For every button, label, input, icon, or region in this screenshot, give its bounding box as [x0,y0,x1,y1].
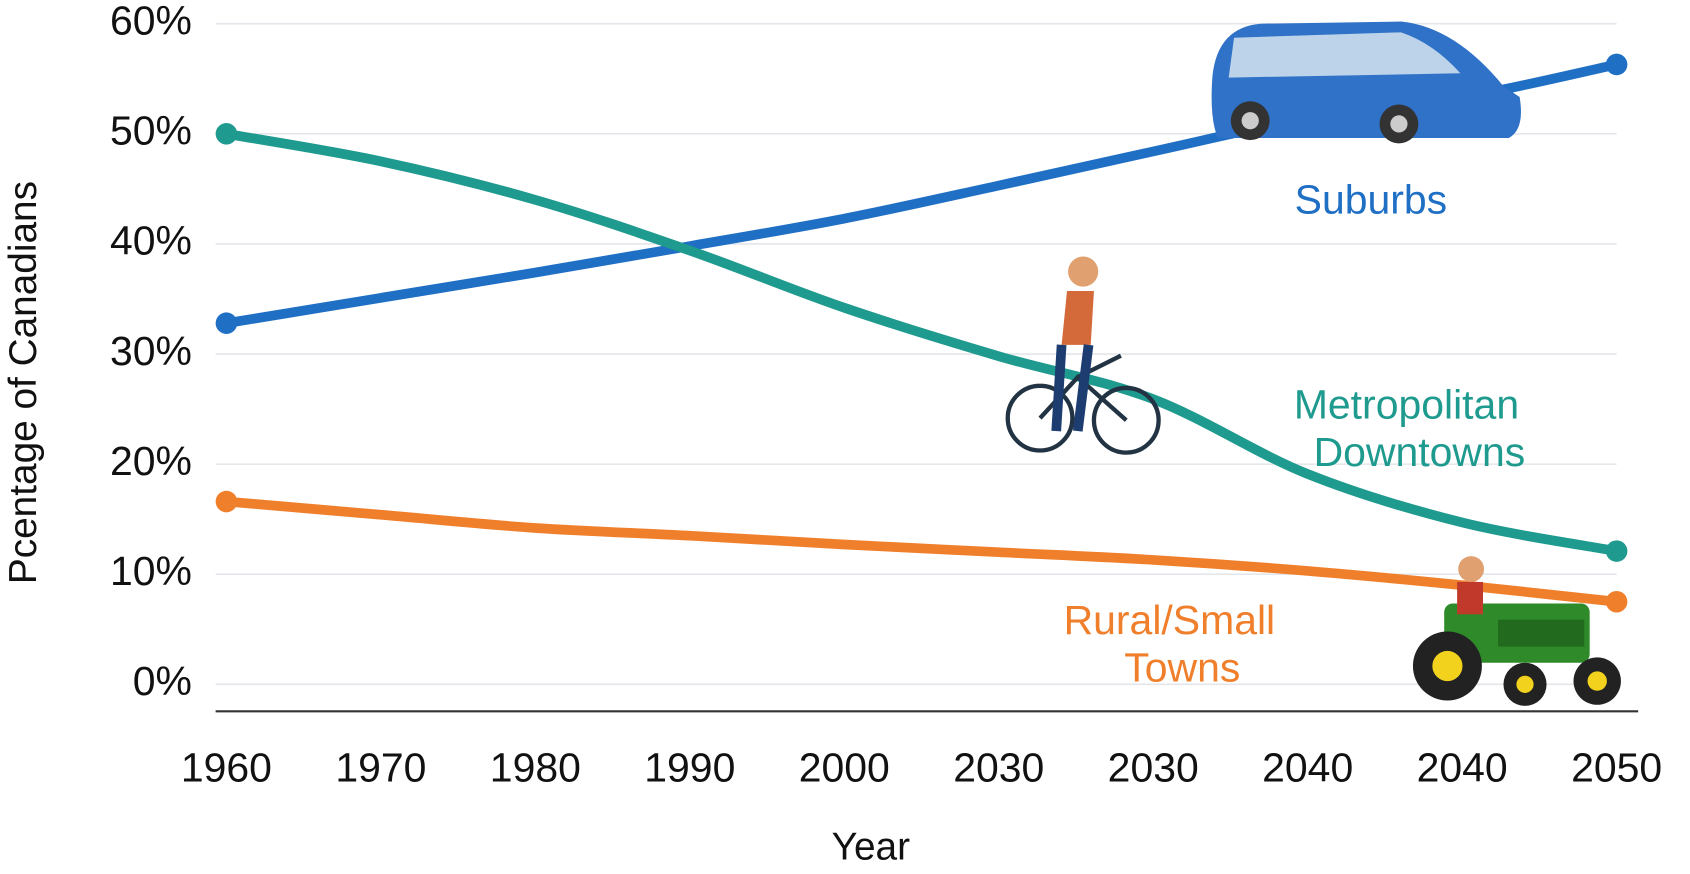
cyclist-illustration [1005,256,1161,455]
end-point [215,123,238,145]
van-illustration [1211,21,1521,144]
y-tick-label: 60% [110,0,192,44]
x-tick-label: 2000 [799,744,890,790]
series-label: Rural/Small Towns [1064,597,1276,690]
x-tick-label: 2050 [1571,744,1662,790]
end-point [1605,590,1628,613]
x-tick-label: 1980 [490,744,581,790]
end-point [215,490,238,513]
y-axis-title: Pcentage of Canadians [2,181,45,584]
series-label: Metropolitan Downtowns [1294,381,1525,474]
end-point [1605,540,1628,562]
series-line [221,496,1622,607]
end-point [1605,53,1628,76]
y-tick-label: 30% [110,328,192,374]
x-tick-label: 1990 [644,744,735,790]
background [215,22,1628,686]
x-tick-label: 1960 [181,744,272,790]
y-tick-label: 50% [110,108,192,154]
y-tick-label: 20% [110,438,192,484]
tractor-illustration [1412,556,1621,706]
y-tick-label: 10% [110,548,192,594]
x-axis-title: Year [832,825,910,868]
series-label: Suburbs [1295,176,1447,222]
series-line [221,128,1622,556]
x-tick-label: 2040 [1417,744,1508,790]
x-tick-label: 2030 [1108,744,1199,790]
y-tick-label: 40% [110,218,192,264]
x-tick-label: 2040 [1262,744,1353,790]
x-tick-label: 2030 [953,744,1044,790]
x-tick-label: 1970 [335,744,426,790]
end-point [215,312,238,334]
y-tick-label: 0% [133,658,192,704]
